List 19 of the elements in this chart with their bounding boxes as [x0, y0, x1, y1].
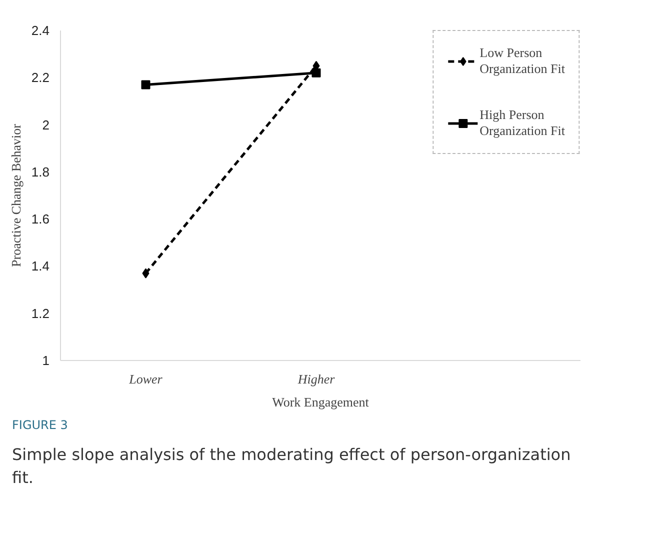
point: [142, 268, 150, 278]
legend-label: High Person Organization Fit: [480, 107, 565, 139]
text: Simple slope analysis of the moderating effect of person-organization fit.: [12, 444, 572, 489]
x-tick-label: Higher: [296, 372, 336, 386]
y-tick-label: 1.4: [31, 258, 50, 274]
x-tick-label: Lower: [128, 372, 164, 386]
y-tick-label: 2: [42, 117, 50, 132]
x-axis-title: Work Engagement: [272, 394, 370, 410]
point: [312, 68, 321, 78]
y-tick-label: 1.8: [31, 164, 50, 180]
legend-label: Low Person Organization Fit: [480, 45, 565, 77]
y-tick-label: 2.2: [31, 70, 50, 86]
y-axis-title: Proactive Change Behavior: [8, 123, 24, 267]
y-tick-label: 2.4: [31, 23, 50, 38]
y-tick-label: 1.2: [31, 306, 50, 321]
caption: FIGURE 3: [12, 417, 68, 434]
y-tick-label: 1: [42, 353, 50, 368]
y-tick-label: 1.6: [31, 212, 50, 227]
point: [141, 80, 150, 90]
